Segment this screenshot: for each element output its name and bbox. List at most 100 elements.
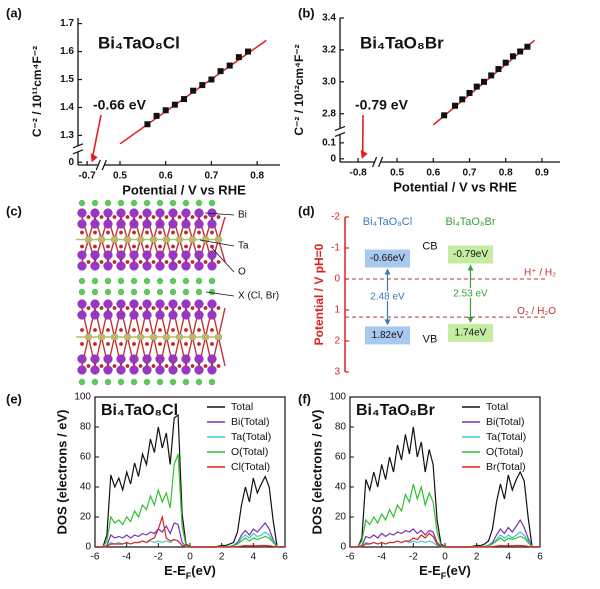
y-tick-label: 100 <box>329 392 346 403</box>
x-tick-label: -0.8 <box>349 168 367 179</box>
atom <box>125 305 130 311</box>
atom <box>116 250 126 260</box>
atom <box>90 261 100 271</box>
atom <box>194 261 204 271</box>
atom <box>103 365 113 375</box>
atom <box>77 219 87 229</box>
data-point <box>153 112 160 119</box>
atom <box>207 219 217 229</box>
arrow-head <box>384 268 391 326</box>
atom <box>208 378 216 386</box>
atom <box>118 327 124 333</box>
axis-break <box>372 156 378 168</box>
atom <box>131 327 137 333</box>
atom <box>104 378 112 386</box>
atom <box>216 305 221 311</box>
atom <box>181 299 191 309</box>
data-point <box>480 78 487 85</box>
atom <box>142 208 152 218</box>
atom <box>194 208 204 218</box>
legend-label: Cl(Total) <box>231 461 270 473</box>
panel-label: (b) <box>298 5 315 20</box>
x-tick-label: 0.9 <box>535 168 549 179</box>
atom <box>196 341 202 347</box>
atom <box>138 363 143 369</box>
atom <box>196 244 202 249</box>
y-tick-label: 20 <box>80 512 92 523</box>
atom <box>207 354 217 364</box>
y-tick-label: 0 <box>334 274 340 285</box>
atom <box>181 354 191 364</box>
redox-label: H⁺ / H₂ <box>524 268 556 279</box>
legend-label: O(Total) <box>231 446 268 458</box>
atom <box>169 199 177 207</box>
x-axis-label-sub: F <box>441 571 447 581</box>
chart-title: Bi₄TaO₈Br <box>360 33 444 52</box>
data-point <box>488 72 495 79</box>
material-name: Bi₄TaO₈Br <box>445 216 495 228</box>
atom <box>79 341 85 347</box>
data-point <box>473 83 480 90</box>
label-leader <box>199 239 235 247</box>
atom <box>116 299 126 309</box>
atom <box>103 310 113 320</box>
label-leader <box>204 212 235 216</box>
atom <box>182 288 190 296</box>
atom <box>207 365 217 375</box>
x-axis-label-part: (eV) <box>446 563 471 578</box>
y-tick-label: 60 <box>335 452 347 463</box>
data-point <box>226 62 233 69</box>
atom <box>177 305 182 311</box>
y-tick-label: 3.0 <box>322 76 336 87</box>
x-axis-label: Potential / V vs RHE <box>122 182 246 197</box>
band-label: CB <box>422 240 437 252</box>
arrow-head <box>467 264 474 323</box>
atom <box>208 199 216 207</box>
cb-box <box>365 249 410 268</box>
atom <box>181 310 191 320</box>
atom <box>129 261 139 271</box>
atom <box>117 277 125 285</box>
atom <box>164 363 169 369</box>
atom <box>78 199 86 207</box>
atom <box>207 299 217 309</box>
atom <box>86 259 91 265</box>
atom <box>195 199 203 207</box>
atom <box>129 299 139 309</box>
axis-break <box>378 156 384 168</box>
data-point <box>199 82 206 89</box>
atom <box>144 230 150 235</box>
atom <box>168 354 178 364</box>
atom <box>157 327 163 333</box>
atom <box>92 230 98 235</box>
atom <box>130 288 138 296</box>
atom <box>157 230 163 235</box>
structure-label: X (Cl, Br) <box>238 291 279 302</box>
x-tick-label: 2 <box>474 552 480 563</box>
atom <box>181 261 191 271</box>
atom <box>168 299 178 309</box>
atom <box>130 199 138 207</box>
data-point <box>441 112 448 119</box>
atom <box>156 288 164 296</box>
vb-label: 1.82eV <box>372 330 404 341</box>
atom <box>105 230 111 235</box>
cb-label: -0.66eV <box>370 253 405 264</box>
atom <box>170 327 176 333</box>
atom <box>116 208 126 218</box>
label-leader <box>205 291 235 297</box>
atom <box>194 310 204 320</box>
atom <box>143 288 151 296</box>
atom <box>142 250 152 260</box>
y-tick-label: 1.7 <box>60 18 74 29</box>
band-label: VB <box>423 333 438 345</box>
atom <box>169 288 177 296</box>
atom <box>209 244 215 249</box>
atom <box>170 230 176 235</box>
arrow-head <box>90 153 98 163</box>
atom <box>155 365 165 375</box>
atom <box>216 259 221 265</box>
atom <box>155 261 165 271</box>
atom <box>103 208 113 218</box>
data-point <box>452 102 458 109</box>
